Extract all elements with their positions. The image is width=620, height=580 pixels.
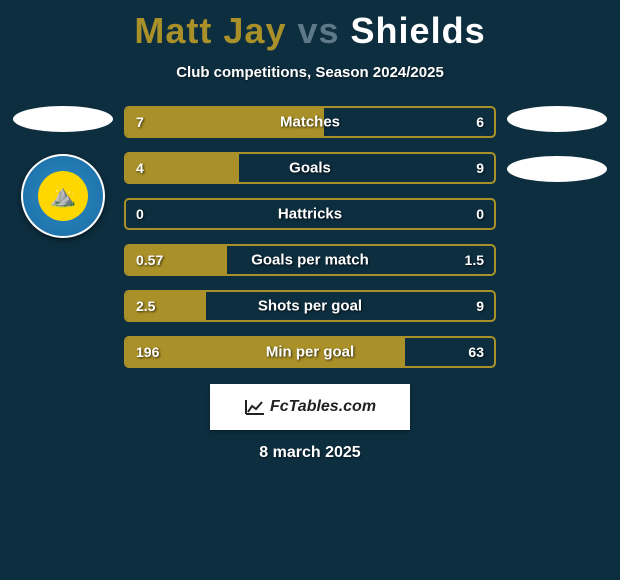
stat-label: Hattricks — [278, 206, 342, 223]
right-side-column — [502, 106, 612, 368]
branding-text: FcTables.com — [270, 398, 376, 416]
stat-value-left: 2.5 — [136, 298, 155, 314]
stat-bar-right-fill — [324, 108, 494, 136]
comparison-title: Matt Jay vs Shields — [0, 0, 620, 52]
stat-label: Matches — [280, 114, 340, 131]
left-side-column: ⛰️ — [8, 106, 118, 368]
subtitle: Club competitions, Season 2024/2025 — [0, 64, 620, 81]
stat-value-left: 4 — [136, 160, 144, 176]
content-area: ⛰️ 7 6 Matches 4 9 Goals 0 0 Hattricks 0.57 1.5 Goa… — [0, 106, 620, 368]
stat-label: Shots per goal — [258, 298, 362, 315]
stat-value-right: 0 — [476, 206, 484, 222]
badge-inner-icon: ⛰️ — [38, 171, 88, 221]
stat-value-right: 1.5 — [465, 252, 484, 268]
stat-value-right: 9 — [476, 298, 484, 314]
vs-text: vs — [297, 10, 339, 51]
date-text: 8 march 2025 — [0, 444, 620, 462]
branding-box: FcTables.com — [210, 384, 410, 430]
player1-name: Matt Jay — [134, 10, 286, 51]
stat-value-right: 9 — [476, 160, 484, 176]
stat-bar-row: 0.57 1.5 Goals per match — [124, 244, 496, 276]
stat-value-left: 0.57 — [136, 252, 163, 268]
stat-bar-row: 0 0 Hattricks — [124, 198, 496, 230]
stat-value-left: 196 — [136, 344, 159, 360]
player2-name: Shields — [351, 10, 486, 51]
player2-ellipse-2 — [507, 156, 607, 182]
stat-bar-row: 196 63 Min per goal — [124, 336, 496, 368]
player1-ellipse — [13, 106, 113, 132]
stat-value-right: 63 — [468, 344, 484, 360]
stat-bar-row: 4 9 Goals — [124, 152, 496, 184]
chart-icon — [244, 398, 266, 416]
stat-label: Goals per match — [251, 252, 369, 269]
player2-ellipse-1 — [507, 106, 607, 132]
stat-bar-row: 7 6 Matches — [124, 106, 496, 138]
stat-bar-right-fill — [239, 154, 494, 182]
stat-label: Min per goal — [266, 344, 354, 361]
stat-value-left: 0 — [136, 206, 144, 222]
stat-bar-row: 2.5 9 Shots per goal — [124, 290, 496, 322]
stat-label: Goals — [289, 160, 331, 177]
stats-bars-column: 7 6 Matches 4 9 Goals 0 0 Hattricks 0.57 1.5 Goals … — [118, 106, 502, 368]
stat-value-left: 7 — [136, 114, 144, 130]
club-badge: ⛰️ — [21, 154, 105, 238]
stat-value-right: 6 — [476, 114, 484, 130]
